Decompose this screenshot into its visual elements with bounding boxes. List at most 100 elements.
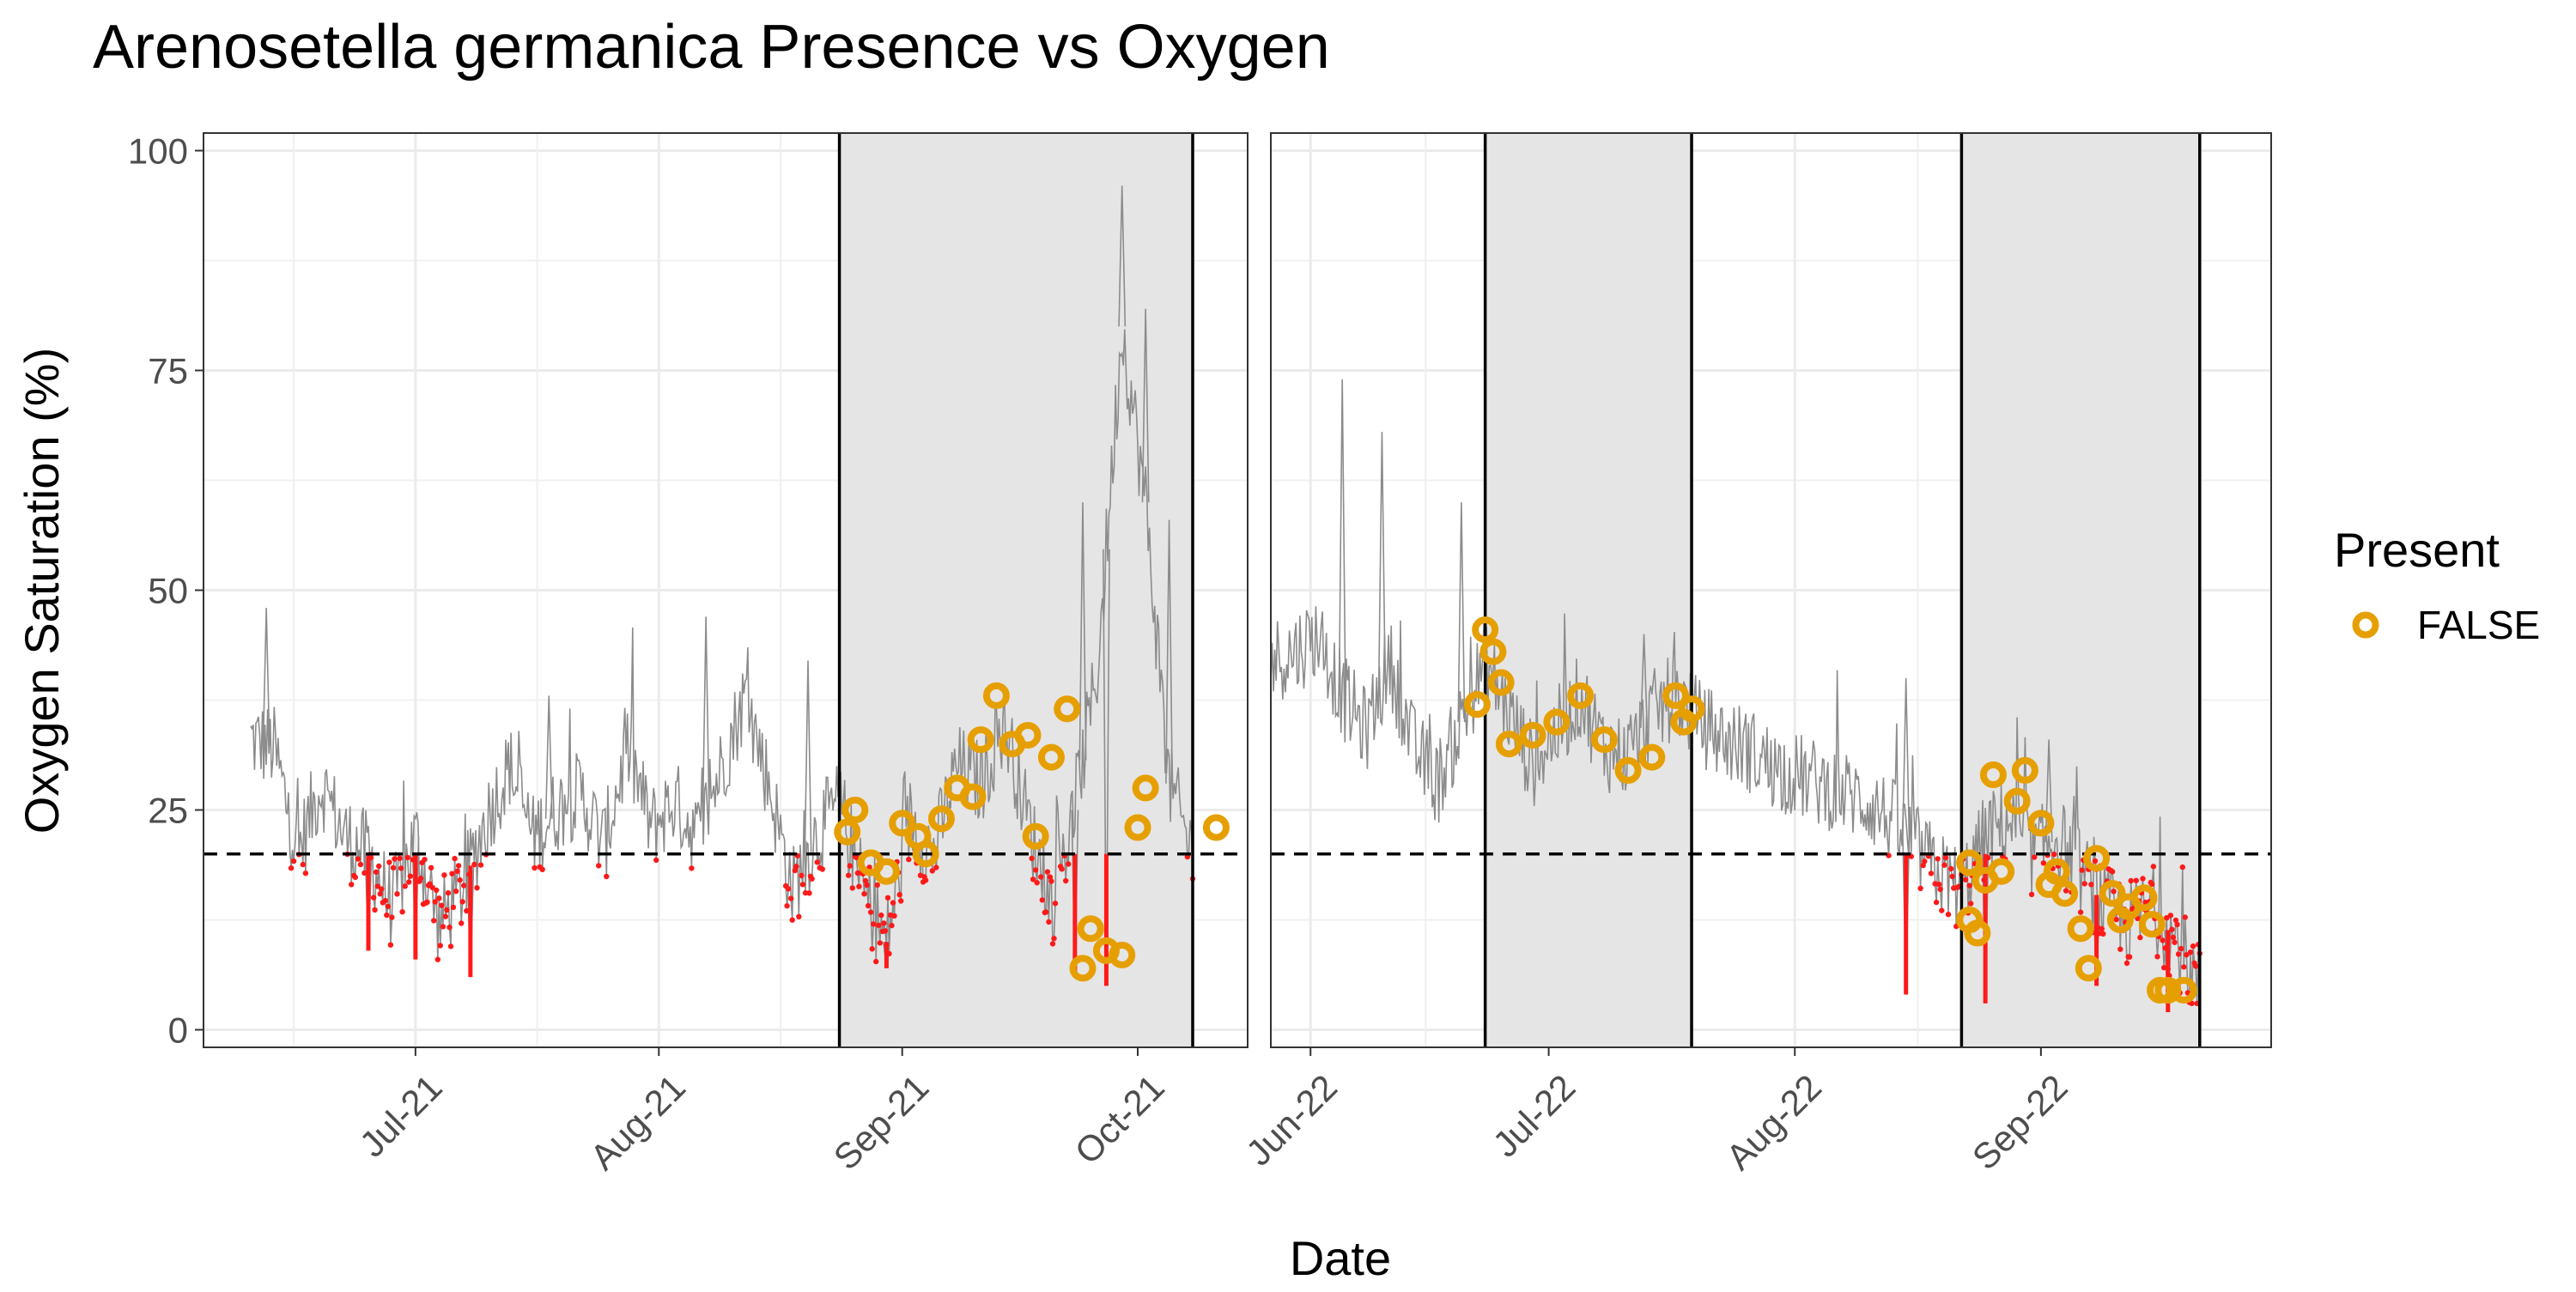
below-threshold-point — [1936, 881, 1942, 888]
below-threshold-point — [1047, 874, 1054, 880]
below-threshold-point — [442, 913, 449, 919]
below-threshold-point — [876, 922, 882, 929]
oxygen-series-spikes — [1338, 379, 2172, 1013]
below-threshold-point — [407, 873, 413, 879]
below-threshold-point — [1939, 907, 1945, 913]
below-threshold-point — [596, 863, 602, 869]
presence-point — [1124, 814, 1151, 841]
below-threshold-point — [2079, 867, 2085, 873]
below-threshold-point — [447, 925, 453, 931]
below-threshold-point — [922, 877, 929, 883]
below-threshold-point — [390, 864, 397, 870]
below-threshold-point — [877, 940, 883, 946]
below-threshold-point — [1048, 878, 1054, 884]
below-threshold-point — [896, 892, 902, 898]
below-threshold-point — [355, 856, 361, 862]
below-threshold-point — [1044, 869, 1051, 875]
below-threshold-point — [2167, 913, 2174, 919]
presence-point — [1678, 695, 1705, 723]
below-threshold-point — [878, 912, 884, 919]
presence-point — [1979, 761, 2007, 789]
below-threshold-point — [373, 869, 380, 875]
below-threshold-point — [439, 902, 445, 908]
presence-point — [1014, 721, 1042, 749]
presence-point — [841, 797, 869, 824]
below-threshold-point — [447, 943, 454, 949]
below-threshold-point — [1945, 912, 1952, 918]
below-threshold-point — [406, 879, 412, 885]
below-threshold-point — [861, 891, 867, 897]
below-threshold-point — [290, 858, 297, 864]
below-threshold-point — [474, 885, 480, 891]
below-threshold-point — [2178, 945, 2184, 952]
below-threshold-point — [1920, 862, 1926, 869]
below-threshold-point — [394, 891, 400, 897]
presence-point — [889, 810, 916, 837]
below-threshold-point — [288, 865, 295, 871]
below-threshold-point — [398, 865, 404, 871]
below-threshold-point — [1935, 856, 1941, 862]
presence-point — [1054, 695, 1081, 723]
below-threshold-point — [464, 907, 470, 914]
below-threshold-point — [428, 864, 434, 870]
below-threshold-point — [1063, 877, 1069, 884]
below-threshold-point — [302, 870, 309, 876]
presence-point — [2051, 880, 2079, 907]
presence-point — [1964, 919, 1991, 947]
presence-point — [912, 840, 939, 868]
presence-point — [982, 682, 1010, 709]
below-threshold-point — [376, 863, 382, 870]
below-threshold-point — [2175, 951, 2182, 957]
y-tick-label: 25 — [148, 791, 188, 831]
below-threshold-point — [1966, 883, 1972, 889]
presence-point — [1662, 682, 1690, 709]
below-threshold-point — [2140, 876, 2146, 882]
presence-point — [1202, 814, 1230, 841]
presence-point — [2130, 884, 2158, 912]
below-threshold-point — [444, 907, 450, 913]
below-threshold-point — [814, 859, 820, 865]
below-threshold-point — [440, 924, 447, 930]
below-threshold-point — [389, 914, 395, 920]
below-threshold-point — [357, 861, 364, 868]
below-threshold-point — [352, 874, 358, 881]
below-threshold-point — [372, 907, 378, 913]
y-tick-label: 75 — [148, 350, 188, 391]
presence-point — [1487, 669, 1515, 696]
below-threshold-point — [854, 854, 860, 860]
below-threshold-point — [2133, 877, 2139, 883]
below-threshold-point — [1034, 880, 1040, 886]
below-threshold-point — [2126, 954, 2133, 960]
below-threshold-point — [846, 872, 852, 878]
below-threshold-point — [884, 895, 891, 901]
presence-point — [967, 726, 994, 754]
below-threshold-point — [449, 870, 455, 876]
below-threshold-point — [882, 928, 889, 934]
below-threshold-point — [2111, 889, 2117, 895]
below-threshold-point — [361, 870, 368, 876]
below-threshold-point — [1066, 861, 1072, 867]
below-threshold-point — [429, 884, 435, 891]
below-threshold-point — [789, 917, 795, 923]
below-threshold-point — [459, 920, 465, 926]
presence-point — [1077, 915, 1104, 943]
below-threshold-point — [1052, 901, 1059, 907]
x-axis-title: Date — [1290, 1231, 1391, 1285]
below-threshold-point — [799, 882, 806, 888]
below-threshold-point — [1947, 865, 1954, 872]
below-threshold-point — [349, 882, 355, 888]
below-threshold-point — [2169, 926, 2175, 932]
below-threshold-point — [402, 883, 408, 889]
presence-point — [2043, 858, 2070, 885]
below-threshold-point — [2081, 881, 2087, 887]
presence-point — [1037, 743, 1065, 771]
below-threshold-point — [2172, 917, 2179, 924]
x-tick-label: Aug-22 — [1718, 1067, 1829, 1178]
presence-point — [1022, 822, 1049, 850]
below-threshold-point — [1032, 867, 1039, 873]
below-threshold-point — [1059, 866, 1065, 872]
presence-point — [1132, 774, 1159, 802]
below-threshold-point — [387, 942, 394, 948]
below-threshold-point — [2099, 925, 2105, 932]
presence-point — [2011, 756, 2038, 784]
